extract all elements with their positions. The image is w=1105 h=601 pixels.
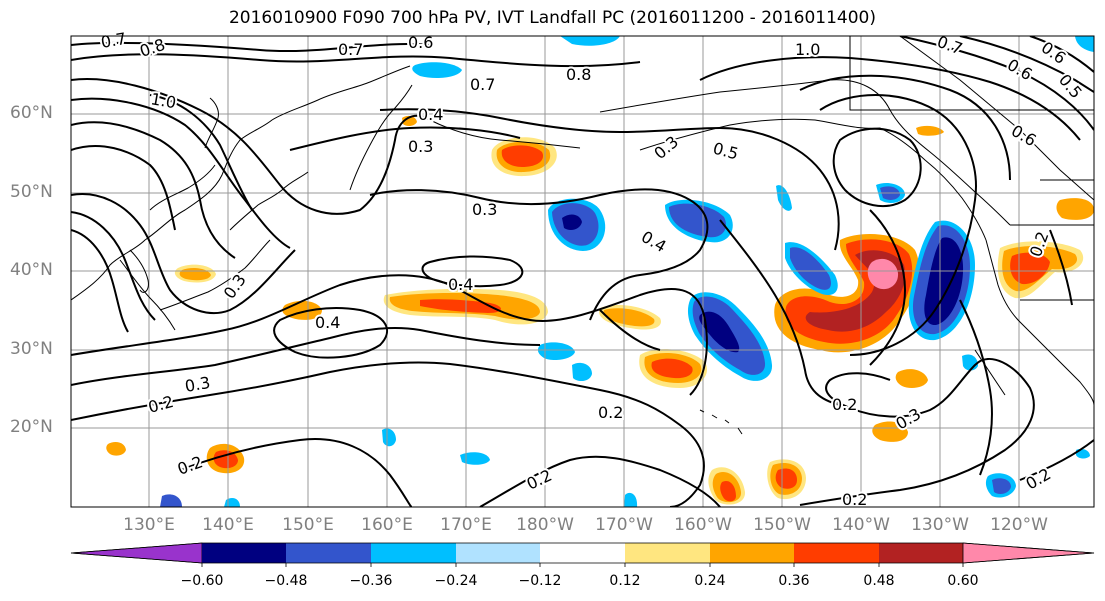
contour-label: 0.6 (408, 33, 433, 52)
latitude-label: 60°N (10, 103, 53, 123)
latitude-label: 30°N (10, 339, 53, 359)
contour-label: 1.0 (795, 40, 820, 59)
contour-label: 0.5 (1055, 70, 1086, 102)
latitude-label: 40°N (10, 260, 53, 280)
contour-label: 0.2 (598, 403, 623, 422)
contour-label: 0.5 (711, 139, 741, 164)
colorbar-bin (286, 543, 371, 563)
colorbar-tick-label: 0.24 (694, 573, 726, 589)
colorbar-bin (710, 543, 794, 563)
contour-label: 0.7 (99, 29, 127, 52)
longitude-label: 160°E (361, 515, 413, 535)
colorbar-tick-label: 0.12 (609, 573, 641, 589)
contour-label: 0.2 (1023, 464, 1055, 493)
longitude-label: 120°W (990, 515, 1048, 535)
contour-label: 0.4 (418, 105, 443, 124)
contour-label: 0.6 (1008, 121, 1040, 150)
longitude-label: 150°W (753, 515, 811, 535)
contour-label: 0.4 (448, 275, 473, 294)
contour-label: 0.3 (183, 373, 211, 396)
colorbar-tick-label: 0.36 (778, 573, 810, 589)
negative-anomalies (160, 36, 1094, 507)
longitude-label: 170°E (440, 515, 492, 535)
latitude-label: 20°N (10, 417, 53, 437)
contour-label: 0.4 (638, 227, 670, 256)
latitude-label: 50°N (10, 182, 53, 202)
colorbar-tick-label: −0.36 (349, 573, 393, 589)
colorbar-tick-label: −0.24 (434, 573, 478, 589)
colorbar-bin (456, 543, 540, 563)
colorbar-bin (794, 543, 879, 563)
colorbar-tick-label: −0.12 (518, 573, 562, 589)
contour-label: 0.3 (220, 271, 250, 303)
graticule (71, 36, 1094, 507)
contour-label: 0.4 (315, 313, 340, 332)
map-frame (70, 35, 1095, 508)
pv-contours (71, 36, 1094, 507)
colorbar-bin (371, 543, 456, 563)
colorbar-tick-label: 0.48 (863, 573, 895, 589)
contour-label: 0.2 (146, 392, 176, 417)
contour-label: 0.7 (338, 40, 363, 59)
longitude-label: 130°E (123, 515, 175, 535)
colorbar-extend-min (70, 542, 203, 564)
plot-title: 2016010900 F090 700 hPa PV, IVT Landfall… (228, 8, 876, 28)
colorbar (70, 542, 1095, 567)
longitude-label: 150°E (282, 515, 334, 535)
longitude-label: 130°W (911, 515, 969, 535)
colorbar-extend-max (962, 542, 1095, 564)
contour-label: 0.7 (470, 75, 495, 94)
longitude-label: 140°W (832, 515, 890, 535)
contour-label: 0.2 (842, 490, 867, 509)
longitude-label: 170°W (595, 515, 653, 535)
contour-label: 0.3 (650, 132, 682, 163)
colorbar-bin (625, 543, 710, 563)
colorbar-tick-label: −0.48 (264, 573, 308, 589)
colorbar-bin (202, 543, 286, 563)
contour-label: 0.2 (524, 466, 555, 494)
coastlines (71, 36, 1094, 435)
contour-label: 0.8 (566, 65, 591, 84)
contour-label: 0.2 (832, 395, 857, 414)
colorbar-bin (540, 543, 625, 563)
longitude-label: 160°W (674, 515, 732, 535)
colorbar-tick-label: 0.60 (947, 573, 979, 589)
contour-label: 0.8 (137, 35, 167, 61)
contour-label: 0.3 (472, 200, 497, 219)
colorbar-bin (879, 543, 963, 563)
longitude-label: 180°W (516, 515, 574, 535)
longitude-label: 140°E (202, 515, 254, 535)
contour-label: 0.2 (175, 452, 205, 479)
contour-label: 0.3 (408, 137, 433, 156)
colorbar-tick-label: −0.60 (180, 573, 224, 589)
